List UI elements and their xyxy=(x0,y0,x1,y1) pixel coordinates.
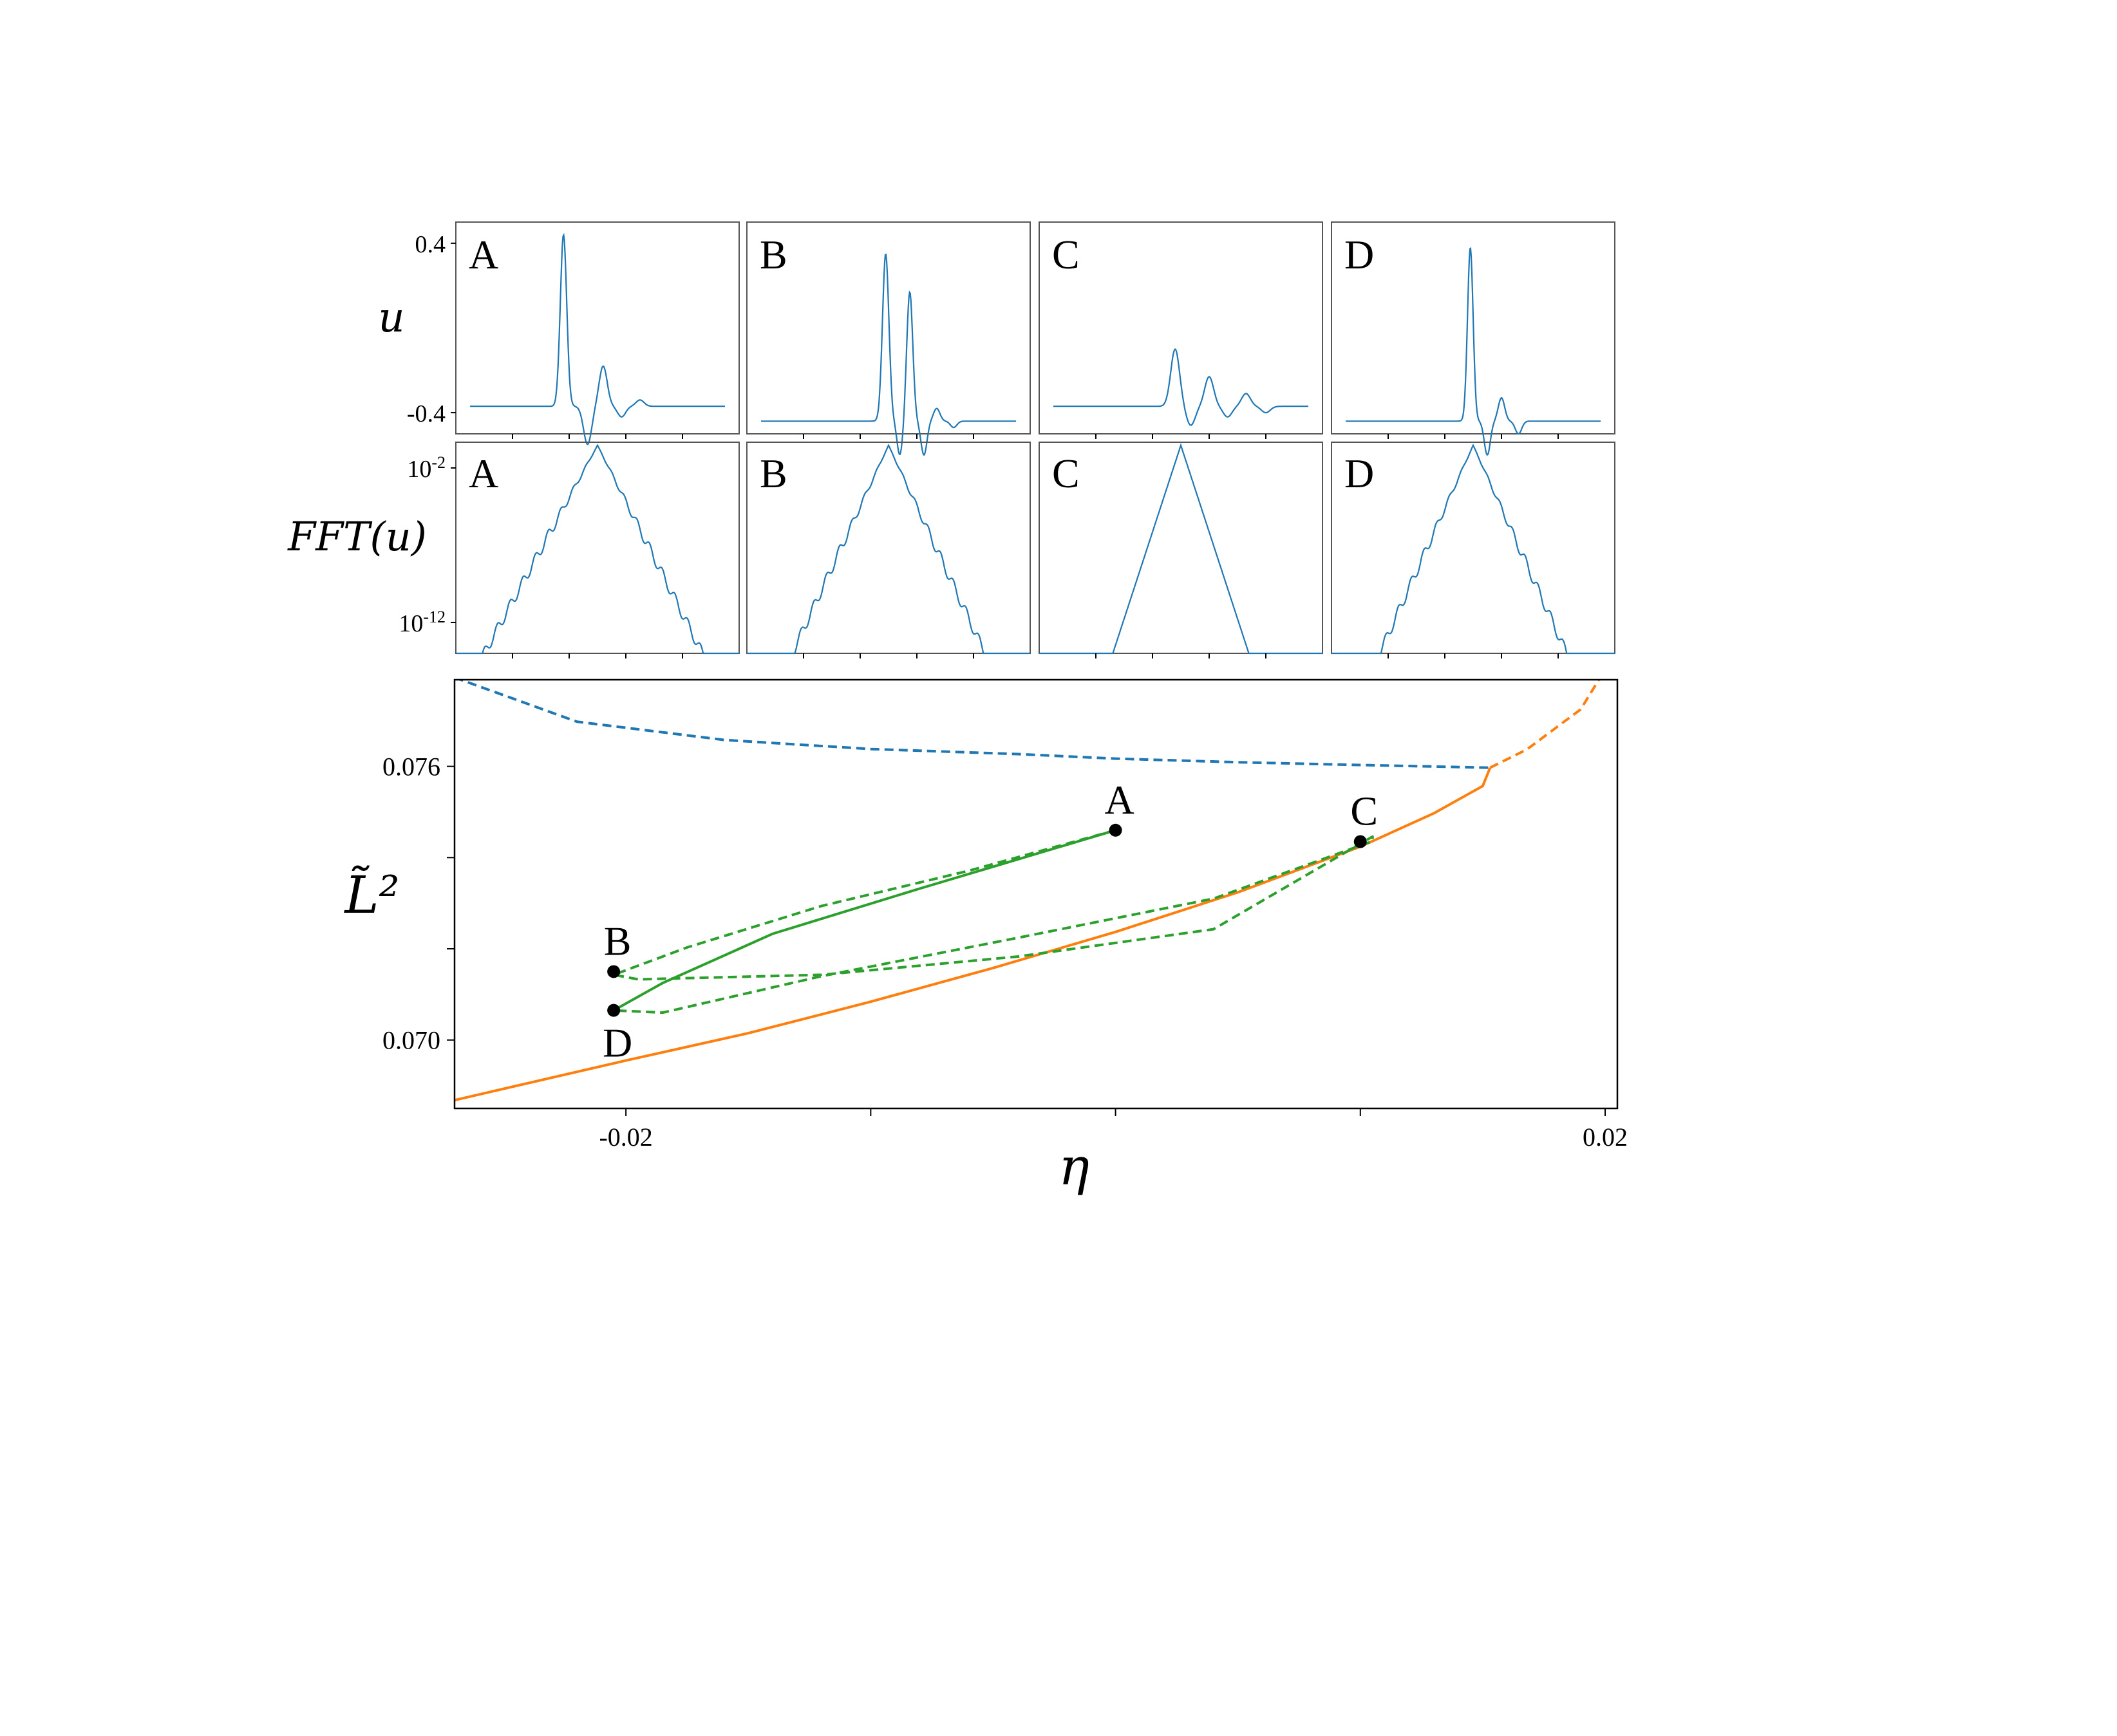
main-y-tick-label: 0.076 xyxy=(382,752,440,781)
fft-panel-A: A xyxy=(455,442,740,658)
fft-y-tick-label: 10-12 xyxy=(399,608,446,637)
fft-signal-line xyxy=(1331,443,1615,655)
fft-panel-letter: A xyxy=(469,451,498,496)
series-line-2 xyxy=(1489,680,1601,769)
u-row-ylabel: u xyxy=(378,294,404,342)
fft-signal-line xyxy=(456,443,739,655)
series-line-3 xyxy=(613,828,1116,1012)
fft-panel-frame xyxy=(1039,442,1323,654)
state-marker-A xyxy=(1109,823,1122,837)
u-signal-line xyxy=(1346,247,1601,456)
u-panel-frame xyxy=(455,221,740,434)
fft-panel-C: C xyxy=(1039,442,1323,658)
u-panel-frame xyxy=(1331,221,1615,434)
u-signal-line xyxy=(761,253,1016,456)
main-y-tick-label: 0.070 xyxy=(382,1026,440,1055)
state-label-A: A xyxy=(1104,777,1134,823)
fft-panel-letter: C xyxy=(1052,451,1080,496)
u-panel-letter: D xyxy=(1344,232,1374,277)
u-panel-letter: A xyxy=(469,232,498,277)
state-label-B: B xyxy=(604,918,632,964)
u-y-tick-label: -0.4 xyxy=(407,400,446,427)
fft-panel-letter: B xyxy=(760,451,787,496)
fft-row-ylabel: FFT(u) xyxy=(287,513,427,560)
fft-panel-B: B xyxy=(746,442,1031,658)
fft-panel-frame xyxy=(1331,442,1615,654)
main-chart: -0.02 0.02 0.076 0.070 A B C D xyxy=(382,678,1628,1152)
fft-signal-line xyxy=(747,443,1030,655)
u-panel-A: A xyxy=(455,221,740,445)
state-marker-D xyxy=(607,1003,621,1017)
state-label-D: D xyxy=(603,1020,632,1066)
fft-y-tick-label: 10-2 xyxy=(407,453,446,483)
fft-panel-letter: D xyxy=(1344,451,1374,496)
fft-signal-line xyxy=(1039,443,1322,655)
u-panel-frame xyxy=(1039,221,1323,434)
fft-panel-D: D xyxy=(1331,442,1615,658)
u-signal-line xyxy=(470,232,725,445)
main-x-tick-label: 0.02 xyxy=(1583,1123,1628,1152)
series-line-0 xyxy=(456,680,1491,769)
u-panel-B: B xyxy=(746,221,1031,456)
main-frame xyxy=(453,678,1619,1110)
fft-panel-frame xyxy=(746,442,1031,654)
state-marker-C xyxy=(1353,835,1367,848)
main-ylabel: L̃² xyxy=(343,864,399,925)
u-panel-letter: C xyxy=(1052,232,1080,277)
main-x-tick-label: -0.02 xyxy=(599,1123,652,1152)
u-y-tick-label: 0.4 xyxy=(415,231,446,258)
series-line-1 xyxy=(455,767,1492,1102)
series-line-4 xyxy=(612,828,1374,1014)
main-xlabel: η xyxy=(1058,1137,1089,1197)
u-panel-letter: B xyxy=(760,232,787,277)
u-panel-D: D xyxy=(1331,221,1615,456)
u-panel-frame xyxy=(746,221,1031,434)
top-panels: A B C D 0.4 -0.4 A B C D 10-2 10-12 xyxy=(399,221,1615,658)
u-signal-line xyxy=(1053,348,1308,426)
state-marker-B xyxy=(607,965,621,978)
state-label-C: C xyxy=(1350,789,1378,834)
series-group xyxy=(455,680,1601,1102)
fft-panel-frame xyxy=(455,442,740,654)
u-panel-C: C xyxy=(1039,221,1323,439)
